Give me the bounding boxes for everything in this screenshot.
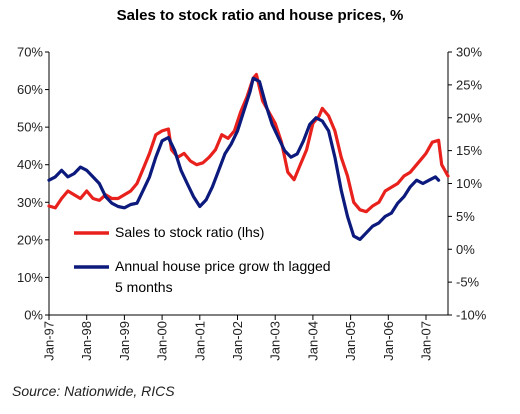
axes: 0% 10% 20% 30% 40% 50% 60% 70% -10% -5% 0% 5% 10% 15%… (17, 45, 487, 361)
left-tick-label: 20% (17, 232, 43, 247)
x-tick-label: Jan-04 (305, 321, 320, 361)
right-tick-label: -10% (456, 308, 487, 323)
x-tick-label: Jan-01 (192, 321, 207, 361)
legend-label: Annual house price grow th lagged (115, 258, 331, 274)
left-tick-label: 70% (17, 45, 43, 60)
legend-label: 5 months (115, 279, 173, 295)
right-tick-label: 15% (456, 143, 482, 158)
x-tick-label: Jan-00 (155, 321, 170, 361)
x-tick-label: Jan-05 (343, 321, 358, 361)
left-tick-label: 30% (17, 195, 43, 210)
left-tick-label: 50% (17, 120, 43, 135)
legend-label: Sales to stock ratio (lhs) (115, 224, 264, 240)
right-tick-label: 0% (456, 242, 475, 257)
left-tick-label: 0% (24, 308, 43, 323)
x-tick-label: Jan-98 (79, 321, 94, 361)
left-tick-label: 60% (17, 82, 43, 97)
x-tick-label: Jan-07 (419, 321, 434, 361)
source-note: Source: Nationwide, RICS (12, 383, 175, 399)
right-tick-label: 30% (456, 45, 482, 60)
x-tick-label: Jan-06 (381, 321, 396, 361)
left-tick-label: 10% (17, 270, 43, 285)
x-tick-label: Jan-03 (268, 321, 283, 361)
x-tick-label: Jan-97 (42, 321, 57, 361)
chart-title: Sales to stock ratio and house prices, % (117, 7, 404, 24)
left-tick-label: 40% (17, 157, 43, 172)
right-tick-label: 20% (456, 110, 482, 125)
x-tick-label: Jan-99 (117, 321, 132, 361)
legend: Sales to stock ratio (lhs) Annual house p… (74, 224, 331, 295)
x-tick-label: Jan-02 (230, 321, 245, 361)
right-tick-label: 10% (456, 176, 482, 191)
right-tick-label: 5% (456, 209, 475, 224)
right-tick-label: 25% (456, 77, 482, 92)
series-layer (47, 72, 450, 241)
right-tick-label: -5% (456, 275, 480, 290)
series-line-house-price-growth (47, 76, 441, 241)
